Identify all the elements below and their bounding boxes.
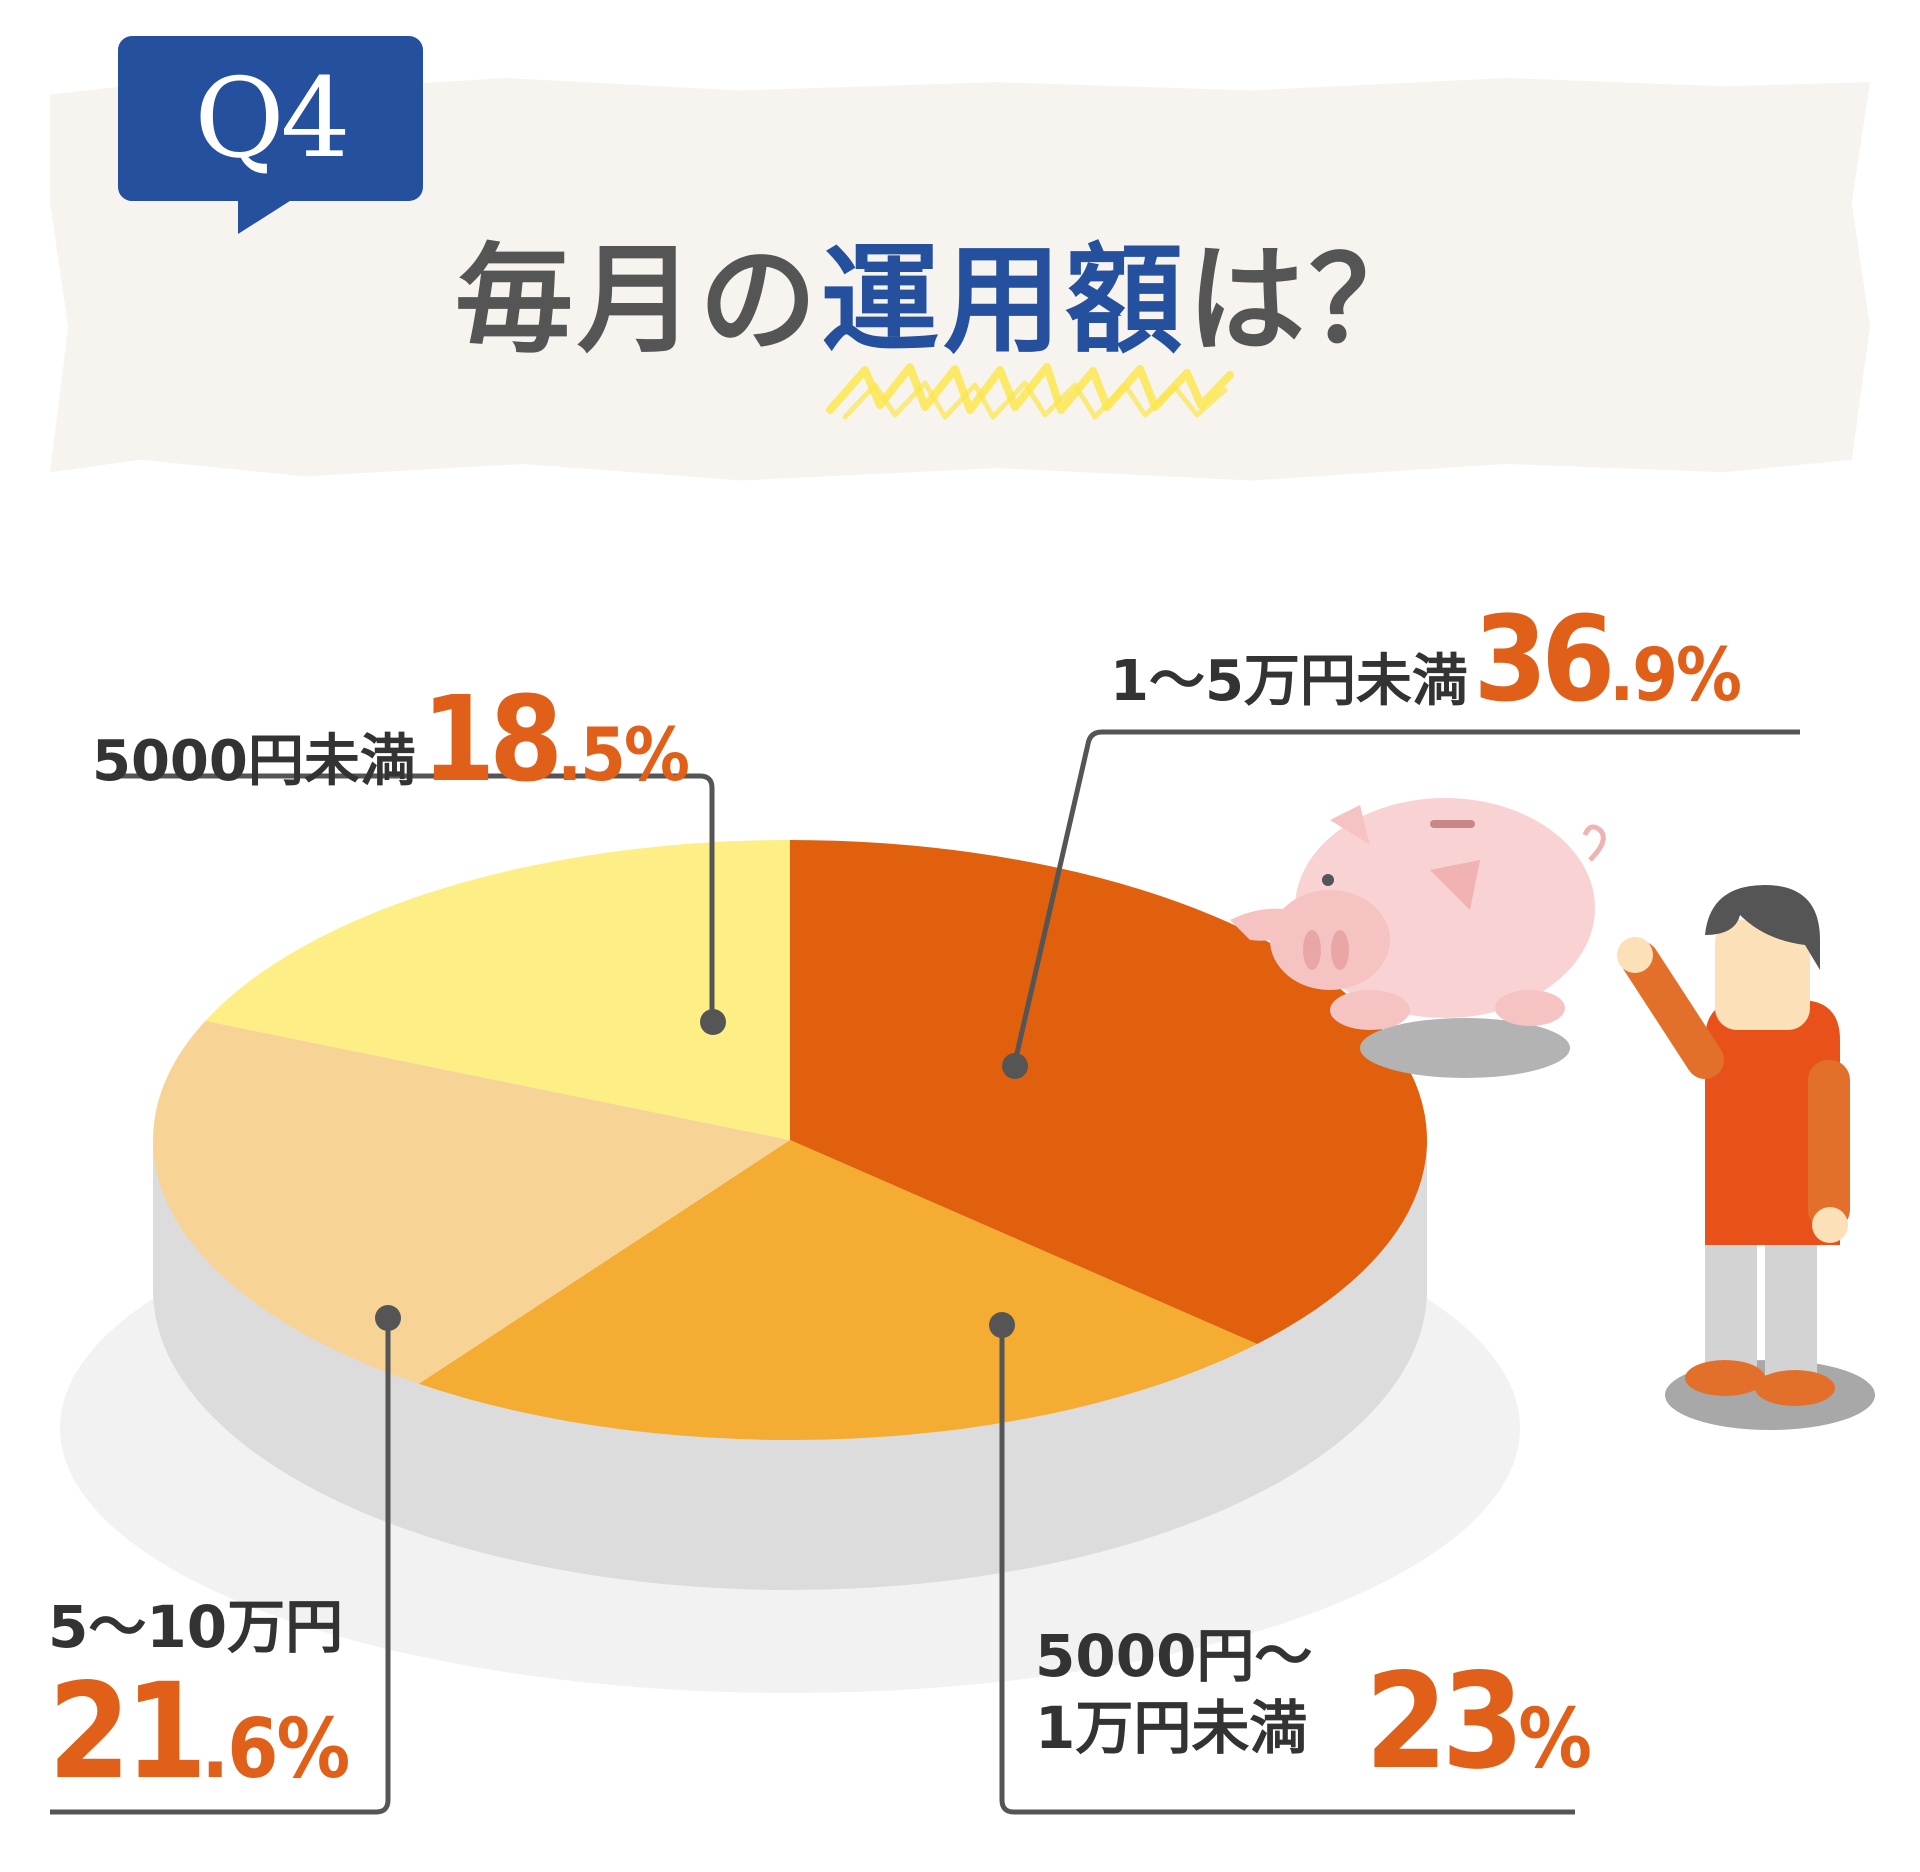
pie-slice-0 <box>205 840 790 1140</box>
person-illustration <box>1617 885 1875 1430</box>
title-highlight: 運用額 <box>821 231 1188 369</box>
highlight-scribble <box>826 363 1234 420</box>
label-a-pct-main: 18 <box>421 670 563 808</box>
label-d-percent: 23% <box>1365 1645 1592 1799</box>
label-a: 5000円未満 18.5% <box>92 670 690 808</box>
leader-line-c <box>50 1318 391 1815</box>
label-d-pct-small: % <box>1518 1692 1592 1787</box>
label-b: 1〜5万円未満 36.9% <box>1110 590 1742 728</box>
leader-line-a <box>100 773 715 1022</box>
question-number: Q4 <box>194 54 350 182</box>
title-suffix: は？ <box>1187 231 1432 369</box>
pie-slice-3 <box>153 1020 791 1384</box>
leader-lines <box>50 729 1800 1815</box>
label-b-percent: 36.9% <box>1473 590 1742 728</box>
piggy-bank-icon <box>1230 798 1606 1078</box>
label-b-name: 1〜5万円未満 <box>1110 649 1468 714</box>
label-c-name: 5〜10万円 <box>48 1593 344 1661</box>
label-c-pct-main: 21 <box>48 1655 207 1809</box>
page-title: 毎月の運用額は？ <box>455 225 1431 375</box>
leader-line-d <box>999 1325 1575 1815</box>
label-b-pct-small: .9% <box>1609 633 1742 718</box>
label-d-name: 5000円〜 1万円未満 <box>1035 1620 1312 1764</box>
label-b-pct-main: 36 <box>1473 590 1616 728</box>
label-d-pct-main: 23 <box>1365 1645 1524 1799</box>
question-badge: Q4 <box>118 36 423 234</box>
speech-tail <box>238 199 293 234</box>
label-c-percent: 21.6% <box>48 1655 350 1809</box>
label-c-pct-small: .6% <box>201 1702 350 1797</box>
label-a-name: 5000円未満 <box>92 729 416 794</box>
pie-slice-1 <box>790 840 1428 1344</box>
label-d-line2: 1万円未満 <box>1035 1694 1308 1762</box>
label-d-line1: 5000円〜 <box>1035 1622 1313 1690</box>
label-a-percent: 18.5% <box>421 670 690 808</box>
title-prefix: 毎月の <box>455 231 822 369</box>
pie-slice-2 <box>418 1140 1258 1440</box>
leader-dots <box>375 1009 1028 1338</box>
label-a-pct-small: .5% <box>557 713 690 798</box>
pie-slices <box>153 840 1428 1440</box>
leader-line-b <box>1012 729 1800 1063</box>
